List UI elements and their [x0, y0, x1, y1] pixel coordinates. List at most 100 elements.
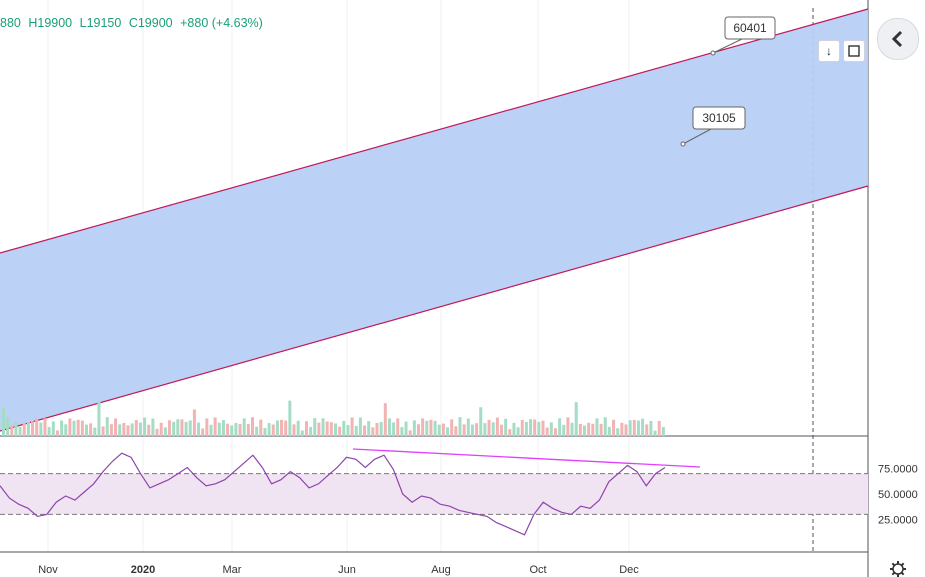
- volume-bar: [221, 420, 225, 436]
- volume-bar: [255, 426, 259, 436]
- volume-bar: [296, 420, 300, 436]
- gear-tooth: [891, 571, 896, 576]
- volume-bar: [213, 417, 217, 436]
- ohlc-low: L19150: [79, 16, 122, 30]
- gear-ring: [892, 563, 904, 575]
- volume-bar: [246, 424, 250, 436]
- volume-bar: [358, 417, 362, 436]
- volume-bar: [466, 418, 470, 436]
- volume-bar: [292, 424, 296, 436]
- volume-bar: [628, 420, 632, 436]
- volume-bar: [192, 409, 196, 436]
- volume-bar: [350, 417, 354, 436]
- volume-bar: [603, 417, 607, 436]
- volume-bar: [533, 419, 537, 436]
- volume-bar: [562, 424, 566, 436]
- volume-bar: [342, 420, 346, 436]
- parallel-channel[interactable]: [0, 8, 869, 432]
- fullscreen-button[interactable]: [843, 40, 865, 62]
- ohlc-legend: 880 H19900 L19150 C19900 +880 (+4.63%): [0, 16, 267, 30]
- callout-middle-anchor: [680, 141, 686, 147]
- volume-bar: [242, 418, 246, 436]
- ohlc-open: 880: [0, 16, 21, 30]
- volume-bar: [387, 418, 391, 436]
- volume-bar: [421, 418, 425, 436]
- volume-bar: [197, 422, 201, 436]
- scale-button[interactable]: ↓: [818, 40, 840, 62]
- volume-bar: [109, 424, 113, 436]
- volume-bar: [483, 423, 487, 436]
- callout-middle-pointer: [682, 128, 712, 145]
- fullscreen-icon: [848, 45, 860, 57]
- volume-bar: [583, 425, 586, 436]
- volume-bar: [14, 420, 18, 436]
- volume-bar: [545, 427, 549, 436]
- volume-bar: [367, 421, 371, 436]
- arrow-down-icon: ↓: [826, 44, 832, 58]
- volume-bar: [72, 420, 76, 436]
- volume-bar: [151, 418, 155, 436]
- volume-bar: [26, 422, 30, 436]
- volume-bar: [325, 421, 329, 436]
- volume-bar: [234, 422, 238, 436]
- volume-bar: [172, 421, 176, 436]
- volume-bar: [500, 424, 503, 436]
- volume-bar: [346, 425, 350, 436]
- price-callouts[interactable]: 60401 30105: [680, 16, 776, 147]
- callout-middle: 30105: [702, 111, 736, 125]
- volume-bar: [205, 418, 209, 436]
- volume-bar: [558, 418, 562, 436]
- volume-bar: [645, 424, 649, 436]
- volume-bar: [126, 425, 130, 436]
- volume-bar: [275, 420, 279, 436]
- volume-bar: [591, 423, 595, 436]
- time-tick-label: 2020: [131, 564, 155, 576]
- volume-bar: [516, 427, 520, 436]
- volume-bar: [338, 426, 342, 436]
- volume-bar: [412, 420, 416, 436]
- volume-bar: [371, 427, 375, 436]
- volume-bar: [475, 423, 479, 436]
- callout-upper-pointer: [712, 38, 743, 54]
- price-axis[interactable]: 8000060000480003600022500165001250095007…: [870, 0, 918, 527]
- volume-bar: [47, 427, 51, 436]
- volume-bar: [39, 422, 43, 436]
- volume-bar: [446, 427, 450, 436]
- time-tick-label: Jun: [338, 564, 356, 576]
- volume-bar: [155, 428, 159, 436]
- volume-bar: [35, 418, 39, 436]
- volume-bar: [408, 430, 412, 436]
- volume-bar: [570, 422, 574, 436]
- rsi-tick-label: 50.0000: [878, 489, 918, 501]
- ohlc-close: C19900: [128, 16, 173, 30]
- time-tick-label: Aug: [431, 564, 451, 576]
- volume-bar: [159, 422, 163, 436]
- callout-upper-anchor: [710, 50, 716, 56]
- volume-bar: [143, 417, 147, 436]
- volume-bar: [595, 418, 599, 436]
- volume-bar: [425, 420, 429, 436]
- volume-bar: [321, 418, 325, 436]
- volume-bar: [114, 418, 118, 436]
- volume-bar: [553, 428, 557, 436]
- volume-bar: [188, 420, 192, 436]
- volume-bar: [566, 417, 570, 436]
- volume-bar: [549, 422, 553, 436]
- time-axis[interactable]: Nov 2020 Mar Jun Aug Oct Dec: [38, 561, 906, 577]
- volume-bar: [176, 419, 180, 436]
- volume-bar: [636, 420, 640, 436]
- rsi-band: [0, 473, 868, 515]
- time-tick-label: Dec: [619, 564, 639, 576]
- volume-bar: [18, 427, 22, 436]
- navigate-back-button[interactable]: [877, 18, 919, 60]
- volume-bar: [587, 422, 591, 436]
- volume-bar: [134, 419, 138, 436]
- gear-icon: [890, 561, 906, 577]
- volume-bar: [433, 420, 437, 436]
- volume-bar: [620, 422, 624, 436]
- volume-bar: [454, 426, 458, 436]
- volume-bar: [122, 423, 126, 436]
- volume-bar: [657, 420, 661, 436]
- volume-bar: [495, 417, 499, 436]
